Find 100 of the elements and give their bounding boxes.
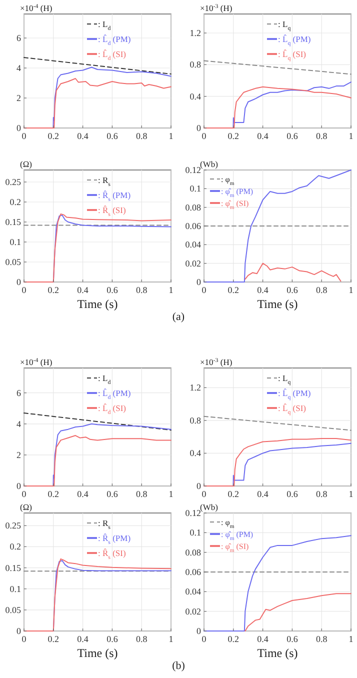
legend-label: : φ$_{m}$ [221, 175, 235, 187]
x-tick-label: 0.6 [286, 489, 298, 499]
x-tick-label: 0.4 [257, 634, 269, 644]
y-tick-label: 0.25 [5, 520, 22, 531]
legend-label: : φ̂$_{m}$ (PM) [221, 530, 254, 542]
line-series [244, 262, 342, 282]
legend-label: : R$_{s}$ [98, 518, 112, 531]
x-axis-title: Time (s) [257, 646, 298, 660]
y-tick-label: 0 [16, 626, 22, 636]
y-tick-label: 0.05 [5, 257, 22, 267]
x-tick-label: 1 [348, 131, 354, 141]
y-tick-label: 0.4 [190, 91, 202, 102]
x-tick-label: 0.8 [136, 634, 148, 644]
line-series [244, 593, 352, 632]
x-tick-label: 0.6 [106, 131, 118, 141]
x-tick-label: 0.4 [77, 634, 89, 644]
y-tick-label: 0.2 [10, 197, 21, 207]
legend-label: : L$_{q}$ [278, 19, 291, 32]
x-tick-label: 0.4 [77, 285, 89, 295]
legend-label: : L$_{d}$ [98, 19, 111, 32]
x-tick-label: 0.8 [316, 131, 328, 141]
legend-label: : R̂$_{s}$ (PM) [98, 190, 131, 203]
legend-label: : L$_{d}$ [98, 373, 111, 386]
x-tick-label: 1 [348, 285, 354, 295]
x-tick-label: 0.2 [228, 634, 240, 644]
y-tick-label: 0 [16, 481, 22, 491]
y-tick-label: 0 [16, 123, 22, 133]
x-axis-title: Time (s) [77, 646, 118, 660]
y-axis-title: ×10$^{-4}$ (H) [20, 357, 52, 367]
y-axis-title: ×10$^{-4}$ (H) [20, 3, 52, 13]
y-tick-label: 0.1 [190, 184, 201, 194]
legend-label: : L̂$_{q}$ (PM) [278, 388, 311, 401]
x-tick-label: 0.6 [286, 131, 298, 141]
y-axis-title: (Wb) [200, 159, 218, 169]
legend-label: : L̂$_{d}$ (PM) [98, 34, 131, 47]
legend-label: : L̂$_{d}$ (SI) [98, 49, 126, 62]
legend-label: : φ̂$_{m}$ (SI) [221, 542, 249, 554]
x-tick-label: 0.4 [77, 131, 89, 141]
x-tick-label: 1 [168, 489, 174, 499]
y-tick-label: 0.1 [190, 528, 201, 538]
y-tick-label: 1.2 [190, 382, 201, 393]
legend-label: : L̂$_{d}$ (PM) [98, 388, 131, 401]
legend-label: : L̂$_{q}$ (SI) [278, 403, 306, 416]
y-tick-label: 0.1 [10, 584, 21, 594]
legend-label: : φ̂$_{m}$ (SI) [221, 199, 249, 211]
x-axis-title: Time (s) [77, 297, 118, 311]
y-tick-label: 0.02 [185, 606, 201, 616]
x-tick-label: 0.6 [106, 634, 118, 644]
legend-label: : L$_{q}$ [278, 373, 291, 386]
y-tick-label: 0.06 [185, 221, 202, 231]
x-tick-label: 0.8 [316, 634, 328, 644]
x-tick-label: 0.2 [48, 131, 60, 141]
y-tick-label: 0.06 [185, 567, 202, 577]
y-tick-label: 0.15 [5, 562, 22, 573]
x-tick-label: 0.2 [228, 285, 240, 295]
text: (b) [172, 660, 186, 672]
y-tick-label: 6 [16, 388, 22, 398]
x-tick-label: 1 [348, 489, 354, 499]
legend-label: : L̂$_{q}$ (PM) [278, 34, 311, 47]
x-tick-label: 0.2 [228, 489, 240, 499]
x-tick-label: 0.6 [106, 489, 118, 499]
x-tick-label: 0.2 [48, 634, 60, 644]
y-tick-label: 0.12 [185, 508, 201, 518]
legend-label: : φ̂$_{m}$ (PM) [221, 187, 254, 199]
y-tick-label: 2 [16, 450, 21, 460]
x-tick-label: 0.4 [257, 131, 269, 141]
y-axis-title: (Ω) [20, 159, 32, 169]
line-series [204, 170, 352, 282]
x-axis-title: Time (s) [257, 297, 298, 311]
y-tick-label: 0.2 [10, 542, 21, 552]
y-tick-label: 0 [196, 123, 202, 133]
x-tick-label: 0.8 [316, 489, 328, 499]
x-tick-label: 0.4 [257, 489, 269, 499]
y-tick-label: 0.02 [185, 258, 201, 268]
x-tick-label: 0.6 [286, 634, 298, 644]
y-tick-label: 2 [16, 93, 21, 103]
y-tick-label: 6 [16, 33, 22, 43]
y-tick-label: 0 [196, 277, 202, 287]
y-tick-label: 0.05 [5, 604, 22, 615]
x-tick-label: 1 [348, 634, 354, 644]
y-tick-label: 0.25 [5, 177, 22, 187]
y-tick-label: 0.04 [185, 240, 202, 250]
legend-label: : L̂$_{d}$ (SI) [98, 403, 126, 416]
x-tick-label: 0.6 [106, 285, 118, 295]
y-tick-label: 0.08 [185, 202, 202, 212]
x-tick-label: 0.4 [77, 489, 89, 499]
legend-label: : φ$_{m}$ [221, 518, 235, 530]
y-tick-label: 0 [16, 277, 22, 287]
legend-label: : R$_{s}$ [98, 175, 112, 188]
y-axis-title: ×10$^{-3}$ (H) [200, 3, 232, 13]
y-tick-label: 1.2 [190, 28, 201, 38]
text: (a) [172, 311, 185, 323]
x-tick-label: 0.2 [228, 131, 240, 141]
y-tick-label: 0.8 [190, 415, 202, 426]
x-tick-label: 1 [168, 131, 174, 141]
x-tick-label: 1 [168, 285, 174, 295]
y-tick-label: 0 [196, 626, 202, 636]
x-tick-label: 0.2 [48, 489, 60, 499]
y-tick-label: 0.12 [185, 165, 201, 175]
y-tick-label: 0 [196, 481, 202, 491]
